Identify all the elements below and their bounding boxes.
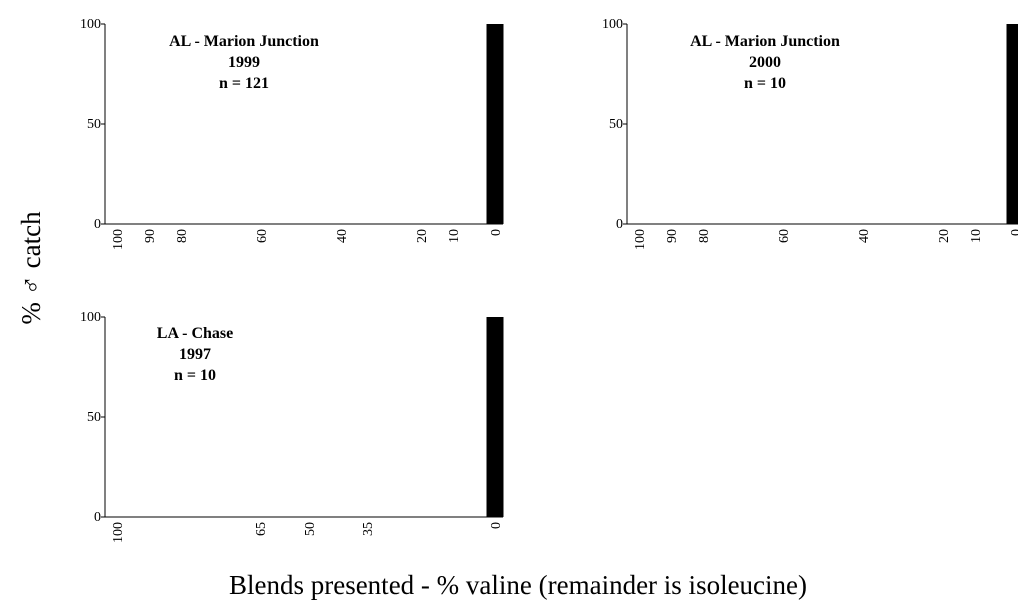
x-tick-label: 60	[777, 229, 792, 243]
y-tick-label: 100	[80, 310, 101, 325]
chart-annotation-line: n = 121	[219, 75, 269, 92]
x-tick-label: 90	[143, 229, 158, 243]
chart-panel-3: 0 50 100 100 65 50 35 0 LA - Chase 1997 n = 10	[80, 310, 504, 543]
x-axis-label: Blends presented - % valine (remainder i…	[229, 570, 807, 600]
y-tick-label: 100	[80, 17, 101, 32]
chart-annotation-line: LA - Chase	[157, 325, 233, 342]
chart-annotation-line: n = 10	[744, 75, 786, 92]
chart-annotation-line: 1999	[228, 54, 260, 71]
x-tick-label: 100	[111, 229, 126, 250]
x-tick-label: 0	[489, 522, 504, 529]
y-tick-label: 0	[94, 510, 101, 525]
x-tick-label: 10	[969, 229, 984, 243]
y-tick-label: 100	[602, 17, 623, 32]
x-tick-label: 65	[254, 522, 269, 536]
y-tick-label: 50	[87, 117, 101, 132]
x-tick-label: 60	[255, 229, 270, 243]
x-tick-label: 10	[447, 229, 462, 243]
x-tick-label: 20	[937, 229, 952, 243]
chart-annotation-line: 1997	[179, 346, 211, 363]
x-tick-label: 100	[633, 229, 648, 250]
x-tick-label: 40	[335, 229, 350, 243]
y-tick-label: 50	[609, 117, 623, 132]
x-tick-label: 80	[175, 229, 190, 243]
bar	[486, 317, 504, 517]
chart-annotation-line: n = 10	[174, 367, 216, 384]
y-tick-label: 50	[87, 410, 101, 425]
y-tick-label: 0	[94, 217, 101, 232]
x-tick-label: 40	[857, 229, 872, 243]
y-tick-label: 0	[616, 217, 623, 232]
x-tick-label: 20	[415, 229, 430, 243]
x-tick-label: 80	[697, 229, 712, 243]
chart-annotation-line: AL - Marion Junction	[169, 33, 319, 50]
chart-annotation-line: AL - Marion Junction	[690, 33, 840, 50]
x-tick-label: 50	[303, 522, 318, 536]
chart-annotation-line: 2000	[749, 54, 781, 71]
x-tick-label: 0	[489, 229, 504, 236]
x-tick-label: 35	[361, 522, 376, 536]
x-tick-label: 90	[665, 229, 680, 243]
bar	[486, 24, 504, 224]
x-tick-label: 100	[111, 522, 126, 543]
y-axis-label: % ♂ catch	[16, 211, 46, 325]
bar	[1006, 24, 1018, 224]
x-tick-label: 0	[1009, 229, 1018, 236]
